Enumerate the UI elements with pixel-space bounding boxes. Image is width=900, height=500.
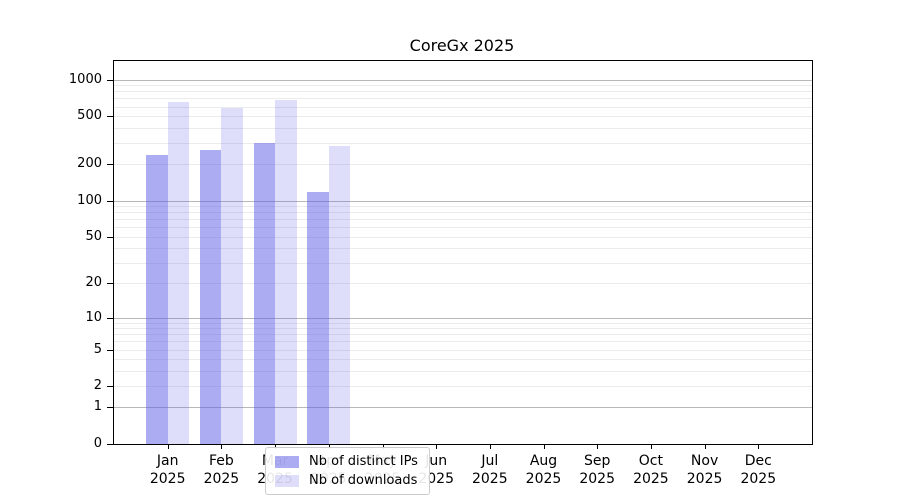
y-tick-label: 200 — [77, 156, 102, 172]
x-tick-label: Aug 2025 — [525, 453, 562, 487]
y-tick-mark — [107, 283, 113, 285]
legend-item: Nb of distinct IPs — [275, 454, 418, 469]
gridline-minor — [114, 85, 812, 87]
x-tick-label: Dec 2025 — [740, 453, 777, 487]
y-tick-label: 0 — [93, 436, 102, 451]
x-tick-label: Jan 2025 — [149, 453, 186, 487]
legend-label-distinct-ips: Nb of distinct IPs — [309, 454, 418, 469]
bar-nb-of-downloads-jan-2025 — [167, 101, 190, 444]
x-tick-mark — [758, 444, 760, 449]
x-tick-label: Nov 2025 — [686, 453, 723, 487]
bar-nb-of-downloads-mar-2025 — [275, 99, 297, 444]
gridline-minor — [114, 91, 812, 93]
y-tick-label: 500 — [77, 108, 102, 124]
legend: Nb of distinct IPs Nb of downloads — [265, 447, 430, 495]
y-tick-label: 1000 — [68, 71, 102, 87]
gridline-minor — [114, 143, 812, 144]
x-tick-mark — [275, 444, 277, 449]
x-tick-mark — [221, 444, 223, 449]
x-tick-label: Jul 2025 — [471, 453, 508, 487]
x-tick-mark — [704, 444, 706, 449]
gridline-minor — [114, 127, 812, 129]
bar-nb-of-distinct-ips-mar-2025 — [253, 143, 276, 444]
bar-nb-of-distinct-ips-feb-2025 — [199, 149, 222, 444]
x-tick-mark — [597, 444, 599, 449]
y-tick-label: 2 — [93, 378, 102, 394]
legend-item: Nb of downloads — [275, 473, 418, 488]
x-tick-mark — [543, 444, 545, 449]
y-tick-mark — [107, 349, 113, 351]
x-tick-mark — [167, 444, 169, 449]
gridline-minor — [114, 106, 812, 108]
y-tick-label: 20 — [85, 275, 102, 291]
chart-title: CoreGx 2025 — [409, 36, 515, 55]
x-tick-mark — [489, 444, 491, 449]
legend-swatch-distinct-ips — [275, 455, 299, 468]
x-tick-mark — [328, 444, 330, 449]
y-tick-mark — [107, 444, 113, 445]
y-tick-mark — [107, 164, 113, 166]
legend-swatch-downloads — [275, 474, 299, 487]
x-tick-label: Feb 2025 — [203, 453, 240, 487]
y-tick-mark — [107, 236, 113, 238]
gridline-major — [114, 79, 812, 81]
y-tick-label: 100 — [77, 192, 102, 208]
bar-nb-of-downloads-apr-2025 — [328, 146, 351, 444]
bar-nb-of-distinct-ips-jan-2025 — [146, 154, 168, 444]
x-tick-mark — [650, 444, 652, 449]
y-tick-mark — [107, 386, 113, 388]
y-tick-label: 10 — [85, 309, 102, 325]
y-tick-mark — [107, 79, 113, 81]
y-tick-label: 5 — [93, 341, 102, 357]
y-tick-mark — [107, 116, 113, 118]
y-tick-mark — [107, 200, 113, 202]
gridline-minor — [114, 98, 812, 100]
y-tick-label: 50 — [85, 228, 102, 244]
y-tick-label: 1 — [93, 399, 102, 415]
x-tick-label: Oct 2025 — [633, 453, 669, 487]
bar-nb-of-distinct-ips-apr-2025 — [307, 192, 329, 444]
bar-nb-of-downloads-feb-2025 — [221, 107, 243, 444]
x-tick-mark — [382, 444, 384, 449]
y-tick-mark — [107, 317, 113, 319]
x-tick-label: Sep 2025 — [579, 453, 616, 487]
x-tick-mark — [436, 444, 438, 449]
legend-label-downloads: Nb of downloads — [309, 473, 418, 488]
y-tick-mark — [107, 407, 113, 409]
gridline-minor — [114, 116, 812, 118]
